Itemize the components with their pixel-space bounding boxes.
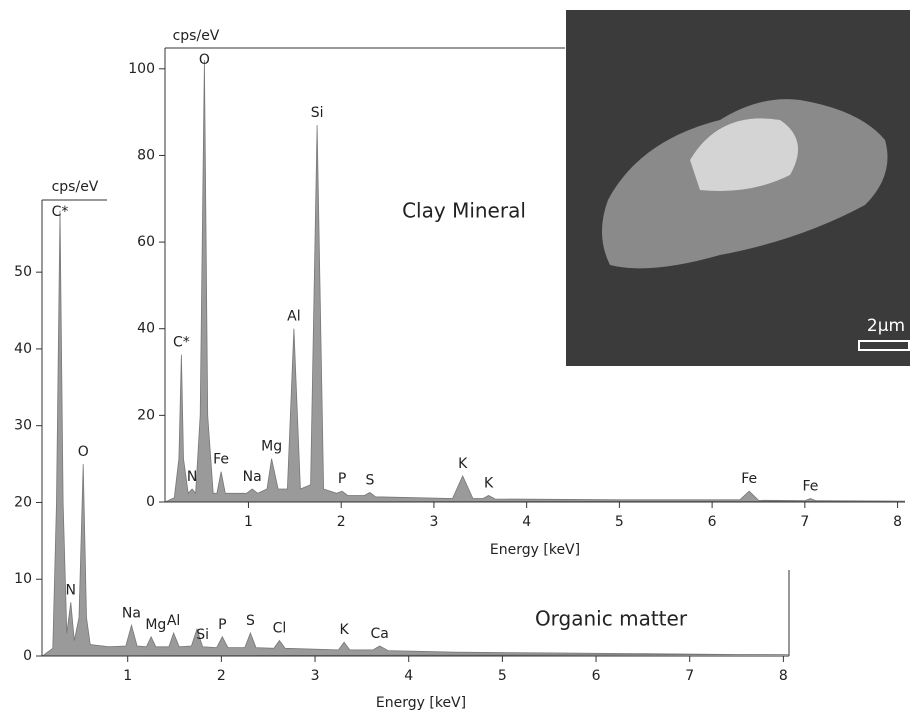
peak-label: Mg bbox=[261, 439, 282, 455]
peak-label: K bbox=[484, 476, 494, 492]
peak-label: Fe bbox=[741, 471, 757, 487]
y-tick-label: 50 bbox=[14, 264, 32, 280]
peak-label: Si bbox=[311, 105, 324, 121]
x-tick-label: 7 bbox=[685, 668, 694, 684]
x-tick-label: 6 bbox=[708, 514, 717, 530]
x-tick-label: 4 bbox=[404, 668, 413, 684]
x-tick-label: 1 bbox=[123, 668, 132, 684]
peak-label: S bbox=[246, 613, 255, 629]
peak-label: Na bbox=[243, 469, 262, 485]
x-tick-label: 4 bbox=[522, 514, 531, 530]
y-tick-label: 40 bbox=[137, 321, 155, 337]
y-axis-label: cps/eV bbox=[52, 179, 99, 195]
peak-label: Fe bbox=[802, 479, 818, 495]
peak-label: C* bbox=[173, 335, 190, 351]
y-tick-label: 100 bbox=[128, 61, 155, 77]
peak-label: Na bbox=[122, 605, 141, 621]
y-tick-label: 10 bbox=[14, 571, 32, 587]
y-tick-label: 20 bbox=[14, 494, 32, 510]
x-tick-label: 2 bbox=[217, 668, 226, 684]
chart: 0102030405012345678Energy [keV]cps/eVOrg… bbox=[0, 0, 910, 712]
y-tick-label: 0 bbox=[146, 494, 155, 510]
x-tick-label: 7 bbox=[800, 514, 809, 530]
x-tick-label: 8 bbox=[779, 668, 788, 684]
peak-label: P bbox=[218, 617, 226, 633]
x-tick-label: 3 bbox=[429, 514, 438, 530]
x-tick-label: 5 bbox=[498, 668, 507, 684]
scale-bar-label: 2µm bbox=[867, 316, 905, 336]
peak-label: P bbox=[338, 471, 346, 487]
peak-label: Cl bbox=[273, 621, 287, 637]
y-tick-label: 20 bbox=[137, 407, 155, 423]
peak-label: K bbox=[339, 622, 349, 638]
x-tick-label: 6 bbox=[592, 668, 601, 684]
peak-label: N bbox=[66, 582, 76, 598]
peak-label: Ca bbox=[370, 626, 388, 642]
peak-label: C* bbox=[52, 204, 69, 220]
y-tick-label: 30 bbox=[14, 418, 32, 434]
y-tick-label: 60 bbox=[137, 234, 155, 250]
x-tick-label: 3 bbox=[311, 668, 320, 684]
annotation: Organic matter bbox=[535, 607, 688, 631]
x-tick-label: 5 bbox=[615, 514, 624, 530]
peak-label: Si bbox=[196, 627, 209, 643]
y-tick-label: 40 bbox=[14, 341, 32, 357]
peak-label: Al bbox=[167, 613, 180, 629]
peak-label: N bbox=[187, 469, 197, 485]
x-axis-label: Energy [keV] bbox=[490, 542, 580, 558]
x-tick-label: 2 bbox=[337, 514, 346, 530]
y-tick-label: 0 bbox=[23, 648, 32, 664]
peak-label: Mg bbox=[145, 617, 166, 633]
x-axis-label: Energy [keV] bbox=[376, 695, 466, 711]
annotation: Clay Mineral bbox=[402, 199, 526, 223]
peak-label: K bbox=[458, 456, 468, 472]
y-axis-label: cps/eV bbox=[173, 28, 220, 44]
peak-label: Al bbox=[287, 309, 300, 325]
peak-label: O bbox=[78, 444, 89, 460]
x-tick-label: 8 bbox=[893, 514, 902, 530]
peak-label: S bbox=[365, 472, 374, 488]
y-tick-label: 80 bbox=[137, 147, 155, 163]
peak-label: O bbox=[199, 52, 210, 68]
x-tick-label: 1 bbox=[244, 514, 253, 530]
peak-label: Fe bbox=[213, 452, 229, 468]
sem-image: 2µm bbox=[566, 10, 910, 366]
